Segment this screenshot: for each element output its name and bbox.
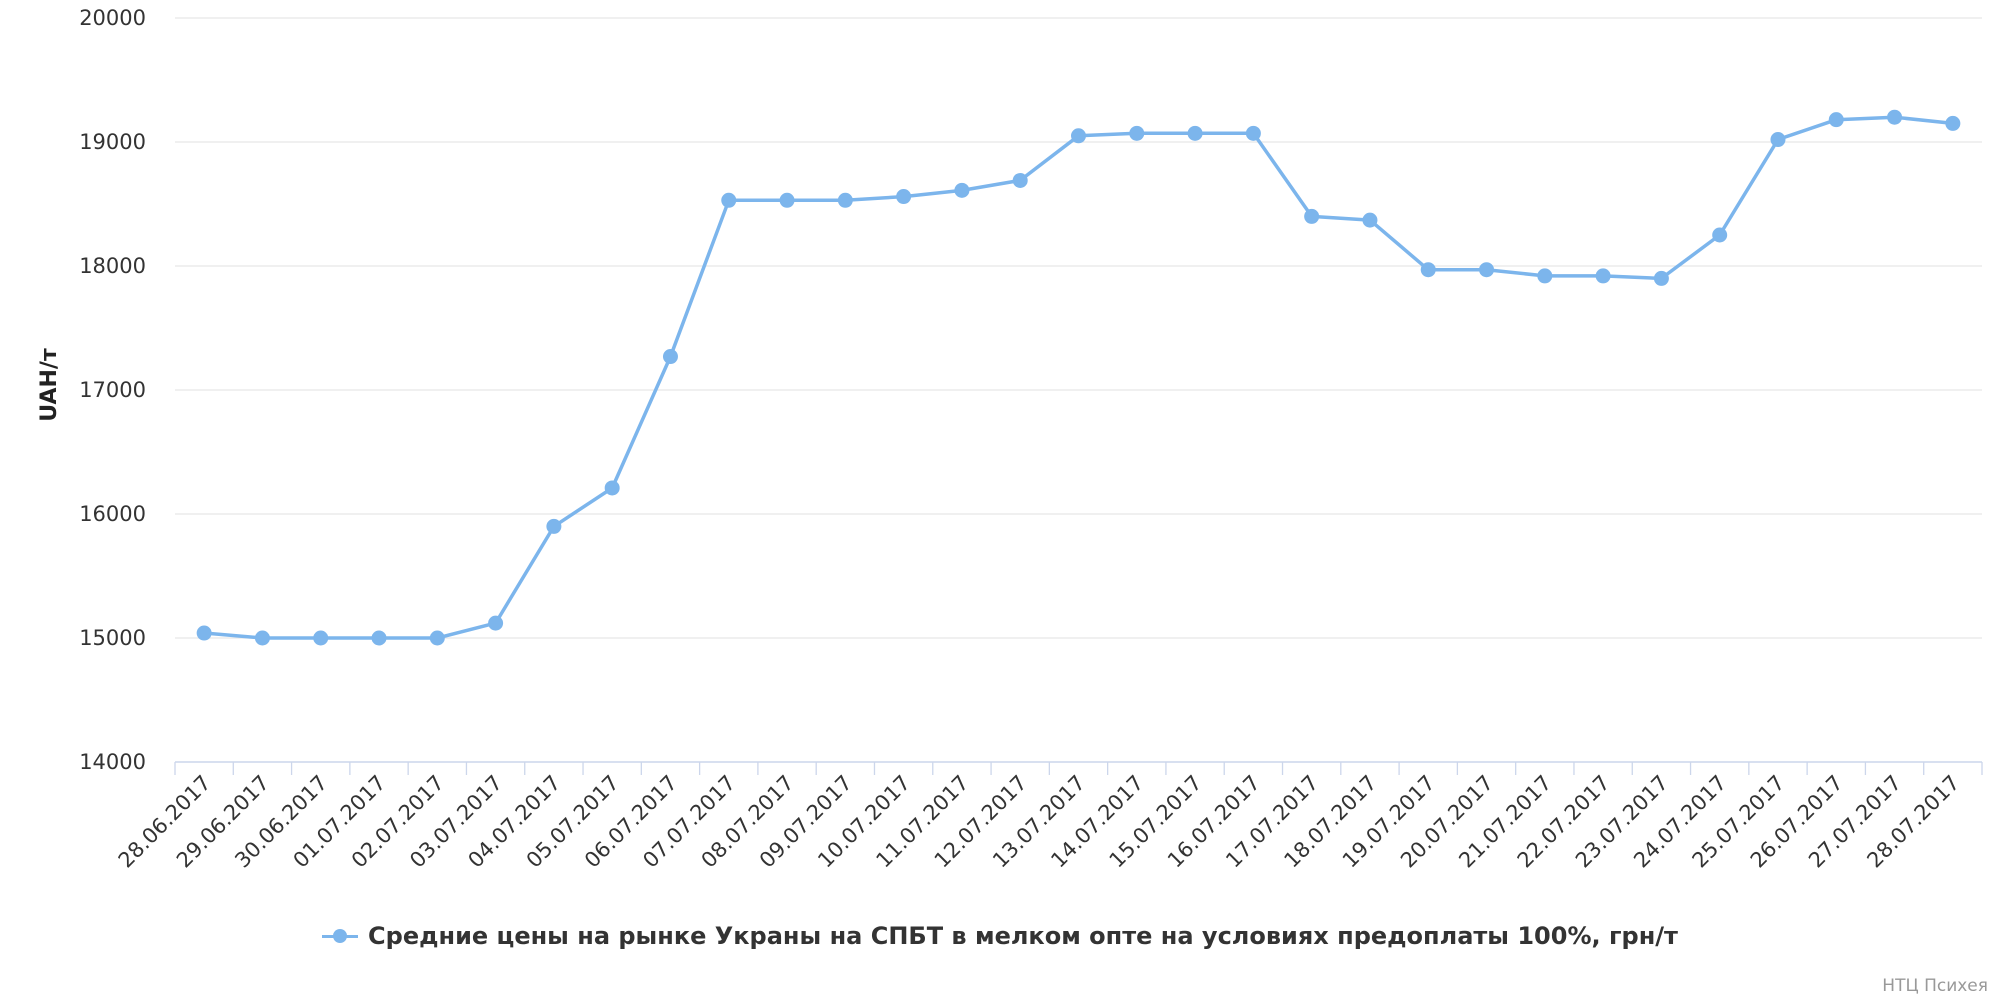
data-point[interactable] — [721, 192, 737, 208]
data-point[interactable] — [429, 630, 445, 646]
data-point[interactable] — [254, 630, 270, 646]
data-point[interactable] — [1071, 128, 1086, 144]
x-axis — [174, 761, 1983, 775]
data-point[interactable] — [313, 630, 329, 646]
data-point[interactable] — [1304, 208, 1320, 224]
data-point[interactable] — [1362, 212, 1378, 228]
data-point[interactable] — [1187, 125, 1203, 141]
data-point[interactable] — [604, 480, 620, 496]
data-point[interactable] — [1479, 262, 1495, 278]
y-tick-label: 18000 — [79, 254, 146, 278]
data-point[interactable] — [954, 182, 970, 198]
legend-marker-icon — [322, 928, 359, 944]
series-group — [196, 109, 1961, 646]
data-point[interactable] — [1420, 262, 1436, 278]
data-point[interactable] — [896, 189, 912, 205]
data-point[interactable] — [1828, 112, 1844, 128]
data-point[interactable] — [779, 192, 795, 208]
y-axis-title: UAH/т — [37, 348, 62, 422]
y-axis-ticks: 14000 15000 16000 17000 18000 19000 20000 — [79, 6, 146, 774]
data-point[interactable] — [1945, 115, 1961, 131]
credits[interactable]: НТЦ Психея — [1882, 976, 1988, 996]
x-axis-ticks: 28.06.201729.06.201730.06.201701.07.2017… — [114, 771, 1965, 873]
data-point[interactable] — [1712, 227, 1728, 243]
data-point[interactable] — [196, 625, 212, 641]
data-point[interactable] — [1887, 109, 1903, 125]
data-point[interactable] — [1595, 268, 1611, 284]
data-point[interactable] — [371, 630, 387, 646]
y-tick-label: 20000 — [79, 6, 146, 30]
data-point[interactable] — [546, 518, 562, 534]
grid-lines — [175, 17, 1982, 639]
data-point[interactable] — [837, 192, 853, 208]
y-tick-label: 14000 — [79, 750, 146, 774]
y-tick-label: 17000 — [79, 378, 146, 402]
data-point[interactable] — [662, 349, 678, 365]
data-point[interactable] — [1245, 125, 1261, 141]
data-point[interactable] — [1770, 132, 1786, 148]
legend-label: Средние цены на рынке Украны на СПБТ в м… — [368, 922, 1678, 950]
series-line — [202, 115, 1955, 640]
y-tick-label: 19000 — [79, 130, 146, 154]
y-tick-label: 15000 — [79, 626, 146, 650]
data-point[interactable] — [1653, 270, 1669, 286]
legend: Средние цены на рынке Украны на СПБТ в м… — [0, 922, 2000, 950]
legend-item[interactable]: Средние цены на рынке Украны на СПБТ в м… — [322, 922, 1678, 950]
y-tick-label: 16000 — [79, 502, 146, 526]
data-point[interactable] — [488, 615, 504, 631]
data-point[interactable] — [1012, 172, 1028, 188]
data-point[interactable] — [1129, 125, 1145, 141]
data-point[interactable] — [1537, 268, 1553, 284]
